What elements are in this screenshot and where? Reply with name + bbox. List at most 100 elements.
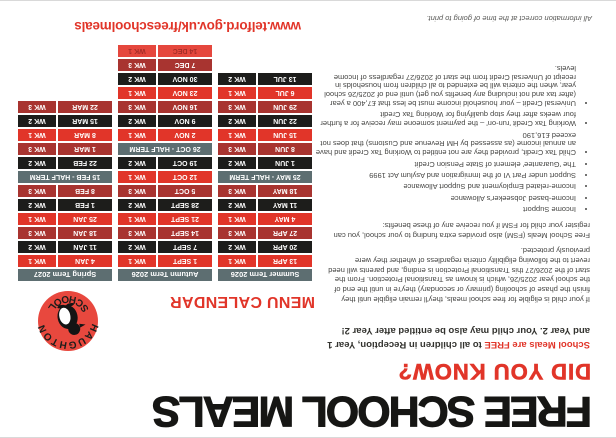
calendar-row: 6 JUL WK 1 [218,87,312,99]
date-cell: 9 NOV [158,115,212,127]
calendar-row: 22 MAR WK 3 [18,101,112,113]
benefit-item: Universal Credit – your household income… [312,63,576,108]
calendar-row: 13 APR WK 1 [218,255,312,267]
calendar-row: 8 JUN WK 3 [218,143,312,155]
intro-text: School Meals are FREE to all children in… [316,323,590,351]
week-cell: WK 2 [218,115,256,127]
week-cell: WK 1 [218,87,256,99]
benefit-item: Support under Part VI of the Immigration… [312,170,576,180]
calendar-row: 1 FEB WK 2 [18,199,112,211]
calendar-row: 15 MAR WK 2 [18,115,112,127]
calendar-row: 26 OCT - HALF TERM [118,143,212,155]
calendar-row: 18 JAN WK 3 [18,227,112,239]
week-cell: WK 2 [118,157,156,169]
svg-text:SCHOOL: SCHOOL [44,293,91,314]
calendar-row: 30 NOV WK 2 [118,73,212,85]
penguin-icon [57,302,86,335]
week-cell: WK 3 [218,227,256,239]
date-cell: 18 MAY [258,185,312,197]
week-cell: WK 1 [118,171,156,183]
disclaimer-text: All information correct at the time of g… [426,14,593,23]
week-cell: WK 3 [218,143,256,155]
intro-highlight: School Meals are FREE [484,339,590,350]
week-cell: WK 3 [18,101,56,113]
term-header: Summer Term 2026 [218,269,312,281]
week-cell: WK 3 [218,101,256,113]
term-table: Spring Term 2027 4 JAN WK 1 11 JAN WK 2 18 JA… [18,101,112,281]
calendar-row: 2 NOV WK 1 [118,129,212,141]
week-cell: WK 1 [118,45,156,57]
calendar-row: 4 JAN WK 1 [18,255,112,267]
benefit-item: The 'Guarantee' element of State Pension… [312,159,576,169]
date-cell: 25 JAN [58,213,112,225]
benefit-item: Working Tax Credit 'run-on' – the paymen… [312,110,576,128]
calendar-row: 15 JUN WK 1 [218,129,312,141]
date-cell: 8 FEB [58,185,112,197]
benefit-item: Child Tax Credit, provided they are not … [312,130,576,158]
week-cell: WK 2 [18,115,56,127]
calendar-row: 25 MAY - HALF TERM [218,171,312,183]
calendar-row: 11 MAY WK 2 [218,199,312,211]
menu-calendar-tables: Summer Term 2026 13 APR WK 1 20 APR WK 2 27 A… [18,45,312,281]
calendar-row: 28 SEPT WK 2 [118,199,212,211]
calendar-row: 20 APR WK 2 [218,241,312,253]
week-cell: WK 1 [218,255,256,267]
calendar-row: 4 MAY WK 1 [218,213,312,225]
page-title: FREE SCHOOL MEALS [153,387,592,436]
week-cell: WK 2 [18,199,56,211]
date-cell: 8 MAR [58,129,112,141]
date-cell: 15 MAR [58,115,112,127]
week-cell: WK 1 [218,129,256,141]
date-cell: 29 JUN [258,101,312,113]
date-cell: 1 SEPT [158,255,212,267]
calendar-row: 25 JAN WK 1 [18,213,112,225]
week-cell: WK 1 [218,213,256,225]
calendar-row: 1 SEPT WK 1 [118,255,212,267]
date-cell: 8 JUN [258,143,312,155]
date-cell: 14 SEPT [158,227,212,239]
date-cell: 11 JAN [58,241,112,253]
week-cell: WK 2 [218,157,256,169]
calendar-row: 16 NOV WK 3 [118,101,212,113]
week-cell: WK 1 [118,129,156,141]
date-cell: 13 JUL [258,73,312,85]
week-cell: WK 1 [118,255,156,267]
calendar-row: 9 NOV WK 2 [118,115,212,127]
calendar-row: 22 JUN WK 2 [218,115,312,127]
calendar-row: 13 JUL WK 2 [218,73,312,85]
date-cell: 4 JAN [58,255,112,267]
calendar-row: 22 FEB WK 2 [18,157,112,169]
date-cell: 21 SEPT [158,213,212,225]
date-cell: 1 JUN [258,157,312,169]
calendar-row: 21 SEPT WK 1 [118,213,212,225]
website-url: www.telford.gov.uk/freeschoolmeals [74,19,301,34]
calendar-row: 29 JUN WK 3 [218,101,312,113]
calendar-row: 15 FEB - HALF TERM [18,171,112,183]
week-cell: WK 1 [118,87,156,99]
calendar-row: 7 SEPT WK 2 [118,241,212,253]
date-cell: 27 APR [258,227,312,239]
calendar-row: 5 OCT WK 3 [118,185,212,197]
date-cell: 28 SEPT [158,199,212,211]
date-cell: 22 JUN [258,115,312,127]
date-cell: 4 MAY [258,213,312,225]
benefit-item: Income-related Employment and Support Al… [312,181,576,191]
date-cell: 22 FEB [58,157,112,169]
date-cell: 15 JUN [258,129,312,141]
date-cell: 11 MAY [258,199,312,211]
week-cell: WK 3 [118,59,156,71]
haughton-school-logo: HAUGHTON SCHOOL [36,291,100,351]
calendar-row: 11 JAN WK 2 [18,241,112,253]
calendar-row: 18 MAY WK 3 [218,185,312,197]
week-cell: WK 3 [118,227,156,239]
date-cell: 18 JAN [58,227,112,239]
date-cell: 1 MAR [58,143,112,155]
date-cell: 6 JUL [258,87,312,99]
calendar-row: 27 APR WK 3 [218,227,312,239]
week-cell: WK 2 [218,241,256,253]
date-cell: 14 DEC [158,45,212,57]
date-cell: 2 NOV [158,129,212,141]
date-cell: 7 DEC [158,59,212,71]
calendar-row: 8 FEB WK 3 [18,185,112,197]
